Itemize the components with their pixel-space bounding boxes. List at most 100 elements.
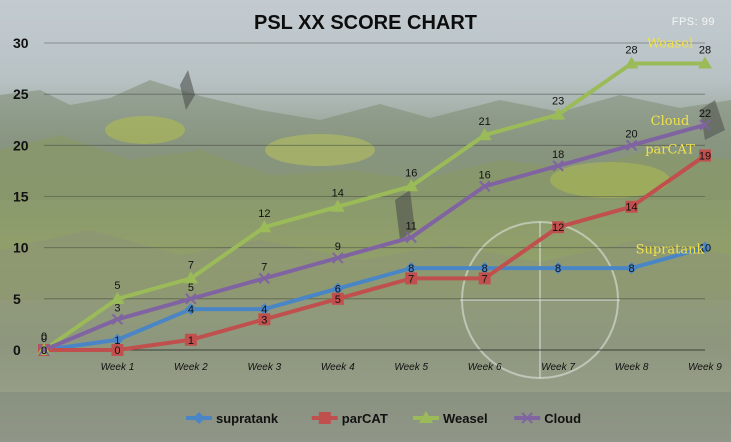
data-label-parcat: 14 [625, 202, 637, 214]
data-point-weasel [624, 56, 639, 69]
y-tick-label: 20 [13, 137, 29, 153]
data-label-parcat: 7 [482, 273, 488, 285]
data-label-weasel: 0 [41, 331, 47, 343]
data-label-supratank: 6 [335, 284, 341, 296]
legend-item-supratank: supratank [186, 411, 279, 426]
x-tick-label: Week 4 [321, 362, 355, 373]
data-label-cloud: 9 [335, 241, 341, 253]
series-callout-cloud: Cloud [651, 114, 690, 129]
data-label-weasel: 21 [479, 116, 491, 128]
series-callout-supratank: Supratank [636, 243, 705, 258]
legend-label: Cloud [544, 411, 581, 426]
data-point-cloud [478, 180, 491, 192]
data-label-supratank: 8 [408, 263, 414, 275]
x-tick-label: Week 1 [101, 362, 135, 373]
data-label-parcat: 0 [114, 345, 120, 357]
data-point-weasel [183, 271, 198, 284]
data-point-weasel [698, 56, 712, 69]
x-tick-label: Week 9 [688, 362, 722, 373]
data-point-supratank [625, 262, 638, 275]
data-label-parcat: 7 [408, 273, 414, 285]
data-label-weasel: 28 [699, 44, 711, 56]
data-point-parcat [184, 333, 197, 346]
data-point-supratank [331, 282, 344, 295]
fps-counter: FPS: 99 [671, 16, 715, 28]
data-point-parcat [478, 272, 491, 285]
data-label-supratank: 8 [555, 263, 561, 275]
data-point-parcat [552, 221, 565, 234]
x-tick-label: Week 5 [394, 362, 428, 373]
data-label-weasel: 16 [405, 167, 417, 179]
data-label-cloud: 22 [699, 108, 711, 120]
data-point-weasel [404, 179, 419, 192]
x-tick-label: Week 7 [541, 362, 575, 373]
legend-marker [521, 412, 533, 424]
data-label-cloud: 0 [41, 333, 47, 345]
data-label-parcat: 12 [552, 222, 564, 234]
data-label-weasel: 23 [552, 96, 564, 108]
legend-item-cloud: Cloud [514, 411, 581, 426]
data-point-supratank [478, 262, 491, 275]
legend-item-parcat: parCAT [311, 411, 388, 426]
data-point-parcat [699, 149, 711, 162]
data-point-cloud [38, 344, 50, 356]
data-point-cloud [552, 160, 564, 172]
data-label-supratank: 8 [628, 263, 634, 275]
data-point-supratank [111, 333, 124, 346]
y-tick-label: 5 [13, 291, 21, 307]
data-label-cloud: 7 [261, 261, 267, 273]
x-tick-label: Week 2 [174, 362, 208, 373]
data-point-cloud [185, 293, 197, 305]
series-line-parcat [44, 153, 707, 352]
data-label-supratank: 8 [482, 263, 488, 275]
data-label-cloud: 18 [552, 149, 564, 161]
series-line-weasel [42, 61, 705, 352]
series-callout-weasel: Weasel [647, 36, 693, 51]
x-tick-label: Week 8 [615, 362, 649, 373]
data-point-cloud [699, 119, 711, 131]
data-point-parcat [405, 272, 418, 285]
y-tick-label: 10 [13, 240, 29, 256]
legend-marker [193, 412, 205, 424]
legend-marker [318, 412, 331, 424]
data-label-cloud: 5 [188, 282, 194, 294]
data-label-parcat: 5 [335, 294, 341, 306]
data-point-weasel [330, 199, 345, 212]
legend-item-weasel: Weasel [413, 411, 488, 426]
data-label-supratank: 0 [41, 345, 47, 357]
y-tick-label: 25 [13, 86, 29, 102]
chart-title: PSL XX SCORE CHART [254, 12, 477, 34]
data-point-cloud [258, 272, 271, 285]
legend-label: Weasel [443, 411, 488, 426]
data-point-weasel [257, 220, 272, 233]
x-tick-label: Week 3 [247, 362, 281, 373]
data-label-weasel: 28 [625, 44, 637, 56]
data-label-cloud: 3 [114, 302, 120, 314]
data-point-weasel [551, 107, 566, 120]
data-point-supratank [258, 303, 271, 316]
data-label-cloud: 20 [625, 128, 637, 140]
data-point-weasel [477, 128, 492, 141]
data-point-cloud [111, 313, 124, 326]
data-label-cloud: 16 [479, 169, 491, 181]
data-label-weasel: 7 [188, 259, 194, 271]
data-label-cloud: 11 [406, 220, 417, 232]
data-point-parcat [331, 292, 344, 305]
data-label-supratank: 1 [114, 335, 120, 347]
data-point-weasel [110, 291, 125, 304]
data-point-cloud [405, 231, 417, 244]
series-line-cloud [43, 122, 706, 352]
series-callout-parcat: parCAT [645, 143, 695, 158]
series-line-supratank [43, 245, 706, 352]
legend-label: parCAT [342, 411, 388, 426]
y-tick-label: 0 [13, 342, 21, 358]
data-label-parcat: 0 [41, 345, 47, 357]
legend-marker [419, 411, 433, 423]
data-point-parcat [111, 344, 124, 356]
data-point-parcat [258, 313, 271, 326]
y-tick-label: 30 [13, 35, 29, 51]
data-point-cloud [332, 252, 344, 264]
x-tick-label: Week 6 [468, 362, 502, 373]
